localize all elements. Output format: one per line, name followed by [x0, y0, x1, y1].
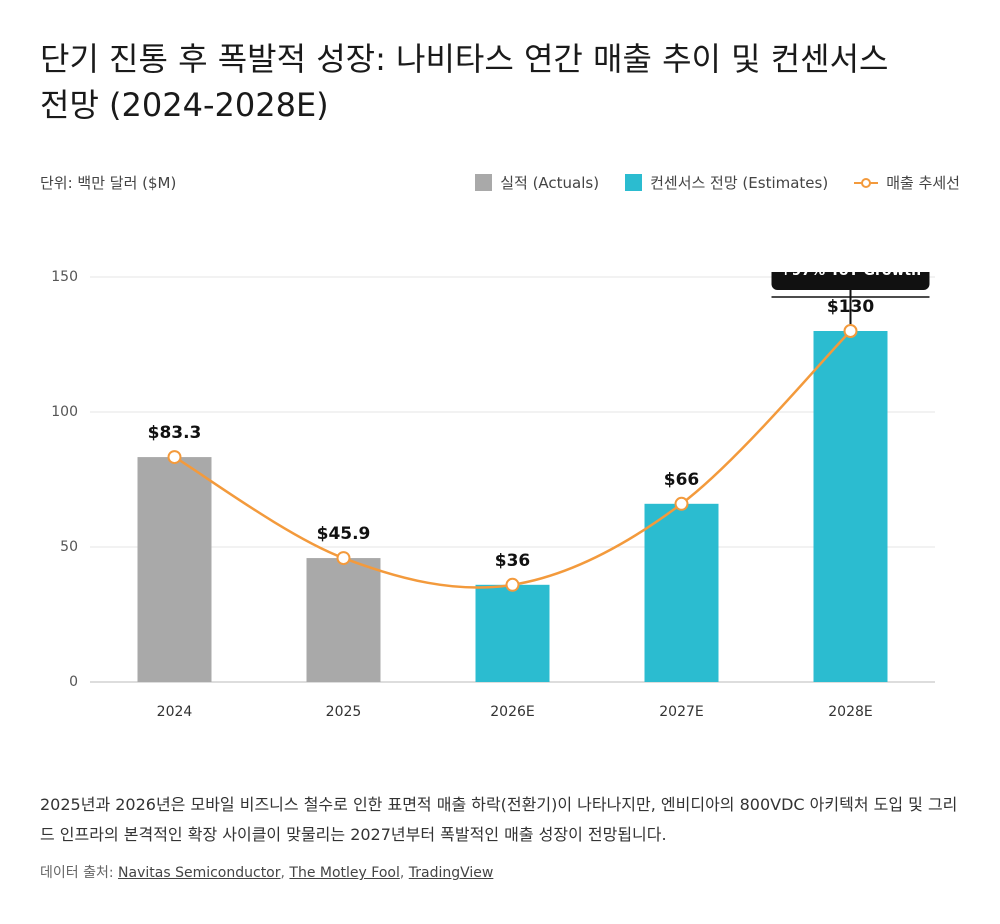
- legend: 실적 (Actuals) 컨센서스 전망 (Estimates) 매출 추세선: [475, 172, 960, 193]
- source-label: 데이터 출처:: [40, 865, 114, 881]
- legend-marker: [861, 177, 872, 188]
- legend-item: 컨센서스 전망 (Estimates): [625, 172, 828, 193]
- bar: [306, 558, 381, 682]
- x-tick-label: 2027E: [659, 704, 703, 720]
- chart: 0 50 100 150 2024 2025 2026E 2027E 2028E +97% YoY…: [51, 263, 935, 720]
- source-separator: ,: [280, 865, 290, 881]
- source-link[interactable]: Navitas Semiconductor: [118, 865, 281, 881]
- data-label: $45.9: [317, 524, 371, 544]
- legend-swatch: [854, 177, 879, 188]
- data-label: $36: [495, 551, 531, 571]
- x-tick-label: 2025: [326, 704, 362, 720]
- source-link[interactable]: The Motley Fool: [289, 865, 400, 881]
- trend-line: [173, 330, 852, 589]
- annotation-box: [771, 272, 930, 290]
- legend-swatch: [625, 174, 643, 191]
- unit-label: 단위: 백만 달러 ($M): [40, 174, 177, 192]
- bar: [644, 503, 719, 682]
- x-tick-label: 2024: [157, 704, 193, 720]
- data-label: $66: [664, 470, 700, 490]
- y-tick-label: 100: [51, 404, 78, 420]
- bar: [137, 457, 212, 682]
- y-tick-label: 0: [69, 674, 78, 690]
- y-tick-label: 50: [60, 539, 78, 555]
- annotation-text: +97% YoY Growth: [780, 263, 921, 279]
- trend-point: [167, 450, 182, 465]
- x-tick-label: 2026E: [490, 704, 534, 720]
- x-tick-label: 2028E: [828, 704, 872, 720]
- legend-item: 매출 추세선: [854, 172, 960, 193]
- title: 단기 진통 후 폭발적 성장: 나비타스 연간 매출 추이 및 컨센서스 전망 …: [40, 40, 889, 124]
- y-tick-label: 150: [51, 269, 78, 285]
- source: 데이터 출처: Navitas Semiconductor, The Motle…: [40, 862, 493, 882]
- source-separator: ,: [399, 865, 409, 881]
- legend-label: 컨센서스 전망 (Estimates): [650, 174, 829, 192]
- annotation: +97% YoY Growth: [771, 263, 930, 331]
- trend-point: [505, 577, 520, 592]
- legend-item: 실적 (Actuals): [475, 172, 599, 193]
- legend-label: 매출 추세선: [886, 174, 960, 192]
- data-label: $83.3: [148, 423, 202, 443]
- data-label: $130: [827, 297, 874, 317]
- trend-point: [674, 496, 689, 511]
- trend-point: [336, 551, 351, 566]
- source-link[interactable]: TradingView: [408, 865, 494, 881]
- bar: [813, 331, 888, 682]
- bar: [475, 584, 550, 682]
- trend-point: [843, 324, 858, 338]
- footnote: 2025년과 2026년은 모바일 비즈니스 철수로 인한 표면적 매출 하락(…: [40, 795, 958, 844]
- legend-label: 실적 (Actuals): [500, 174, 600, 192]
- legend-swatch: [475, 174, 493, 191]
